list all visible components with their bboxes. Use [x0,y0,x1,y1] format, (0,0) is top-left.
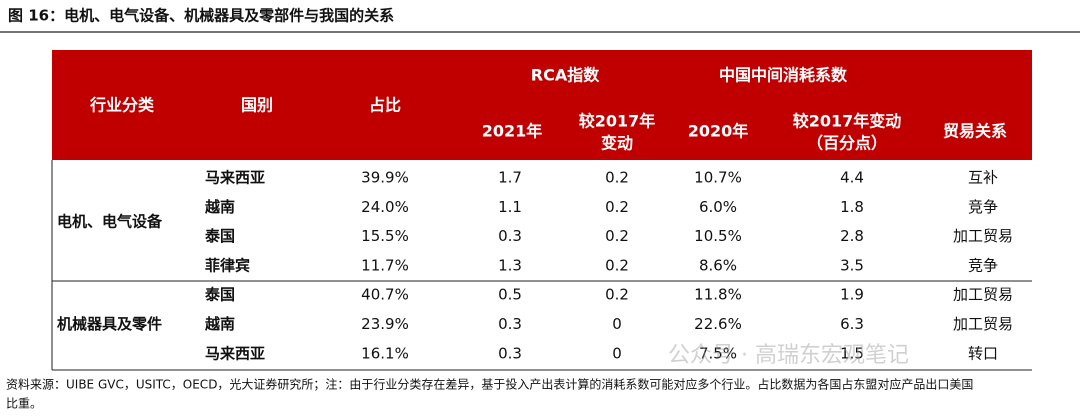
cell: 0.2 [605,227,629,245]
watermark: 公众号 · 高瑞东宏观笔记 [668,343,909,368]
cell: 1.5 [840,344,864,362]
cell: 竞争 [968,198,998,216]
cell: 互补 [968,169,998,187]
cell: 10.5% [694,227,742,245]
cell: 0 [612,344,622,362]
cell: 0.3 [498,227,522,245]
cell: 0.5 [498,286,522,304]
header-bg [52,50,1032,160]
cell: 6.3 [840,315,864,333]
cell: 6.0% [699,198,737,216]
cell: 竞争 [968,256,998,274]
note: 资料来源：UIBE GVC，USITC，OECD，光大证券研究所；注：由于行业分… [6,377,973,392]
cell: 转口 [968,344,998,362]
column-header: 国别 [241,96,273,115]
group-label: 电机、电气设备 [57,212,163,230]
cell: 1.7 [498,169,522,187]
column-header: 较2017年 [579,112,656,131]
column-header: 占比 [369,96,401,115]
cell: 0.2 [605,169,629,187]
cell: 1.1 [498,198,522,216]
cell: 4.4 [840,169,864,187]
column-header: 2021年 [482,122,543,141]
column-header: 行业分类 [89,96,155,115]
cell: 22.6% [694,315,742,333]
column-header: 贸易关系 [943,122,1007,141]
cell: 24.0% [361,198,409,216]
cell: 2.8 [840,227,864,245]
note: 比重。 [6,397,42,411]
cell: 1.8 [840,198,864,216]
cell: 15.5% [361,227,409,245]
cell: 40.7% [361,286,409,304]
column-header: 较2017年变动 [793,112,902,131]
cell: 0 [612,315,622,333]
cell: 1.3 [498,256,522,274]
cell: 0.3 [498,315,522,333]
country: 越南 [204,315,235,333]
country: 马来西亚 [205,344,265,362]
cell: 加工贸易 [953,286,1013,304]
cell: 0.2 [605,286,629,304]
column-header: 2020年 [688,122,749,141]
cell: 8.6% [699,256,737,274]
title: 图 16：电机、电气设备、机械器具及零部件与我国的关系 [8,7,394,25]
country: 越南 [204,198,235,216]
country: 泰国 [204,227,235,245]
cell: 23.9% [361,315,409,333]
country: 马来西亚 [205,169,265,187]
group-header: 中国中间消耗系数 [719,66,848,85]
group-label: 机械器具及零件 [57,315,162,333]
cell: 0.2 [605,198,629,216]
cell: 1.9 [840,286,864,304]
cell: 0.3 [498,344,522,362]
column-header: （百分点） [807,134,887,153]
cell: 39.9% [361,169,409,187]
cell: 11.7% [361,256,409,274]
cell: 16.1% [361,344,409,362]
cell: 7.5% [699,344,737,362]
country: 菲律宾 [205,256,250,274]
column-header: 变动 [601,134,633,153]
cell: 0.2 [605,256,629,274]
cell: 加工贸易 [953,227,1013,245]
cell: 11.8% [694,286,742,304]
country: 泰国 [204,286,235,304]
cell: 10.7% [694,169,742,187]
cell: 加工贸易 [953,315,1013,333]
group-header: RCA指数 [531,66,600,85]
cell: 3.5 [840,256,864,274]
